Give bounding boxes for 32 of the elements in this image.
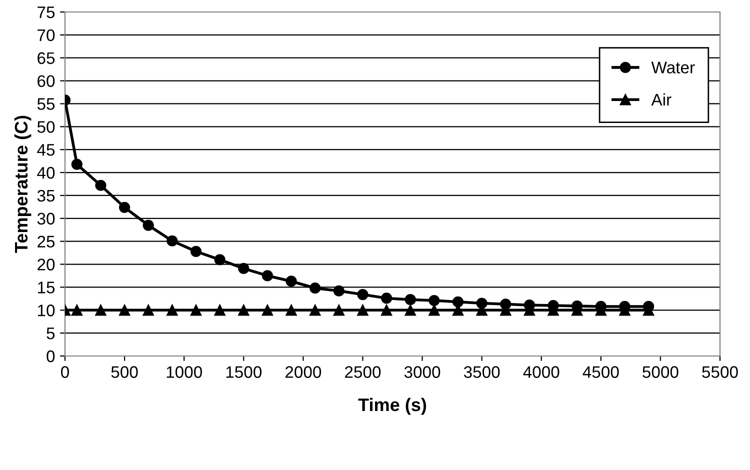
- y-tick-label: 40: [37, 166, 55, 179]
- x-tick-label: 2500: [345, 366, 381, 378]
- y-tick-label: 35: [37, 190, 55, 202]
- x-axis-title: Time (s): [358, 398, 426, 415]
- y-tick-label: 10: [38, 304, 55, 316]
- x-tick-label: 3500: [464, 366, 500, 378]
- legend-label: Air: [651, 93, 672, 106]
- x-tick-label: 4000: [523, 366, 560, 378]
- y-tick-label: 0: [46, 350, 55, 362]
- x-tick-label: 0: [61, 366, 69, 378]
- y-tick-label: 65: [38, 52, 55, 64]
- y-tick-label: 30: [37, 212, 55, 225]
- y-tick-label: 45: [37, 144, 55, 156]
- x-tick-label: 3000: [404, 366, 440, 378]
- x-tick-label: 5500: [702, 366, 738, 378]
- y-axis-title: Temperature (C): [14, 116, 32, 253]
- x-tick-label: 500: [111, 366, 138, 378]
- y-tick-label: 60: [38, 75, 55, 88]
- x-tick-label: 1000: [166, 366, 202, 378]
- y-tick-label: 50: [37, 121, 55, 133]
- x-tick-label: 4500: [582, 366, 619, 378]
- y-tick-label: 20: [38, 258, 55, 270]
- y-tick-label: 55: [37, 98, 55, 110]
- x-tick-label: 1500: [226, 366, 262, 378]
- x-tick-label: 5000: [642, 366, 678, 378]
- y-tick-label: 25: [38, 236, 55, 248]
- x-tick-label: 2000: [285, 366, 322, 378]
- y-tick-label: 75: [38, 6, 55, 18]
- y-tick-label: 5: [46, 328, 55, 340]
- y-tick-label: 70: [38, 29, 55, 42]
- y-tick-label: 15: [38, 282, 55, 294]
- legend-label: Water: [651, 62, 695, 74]
